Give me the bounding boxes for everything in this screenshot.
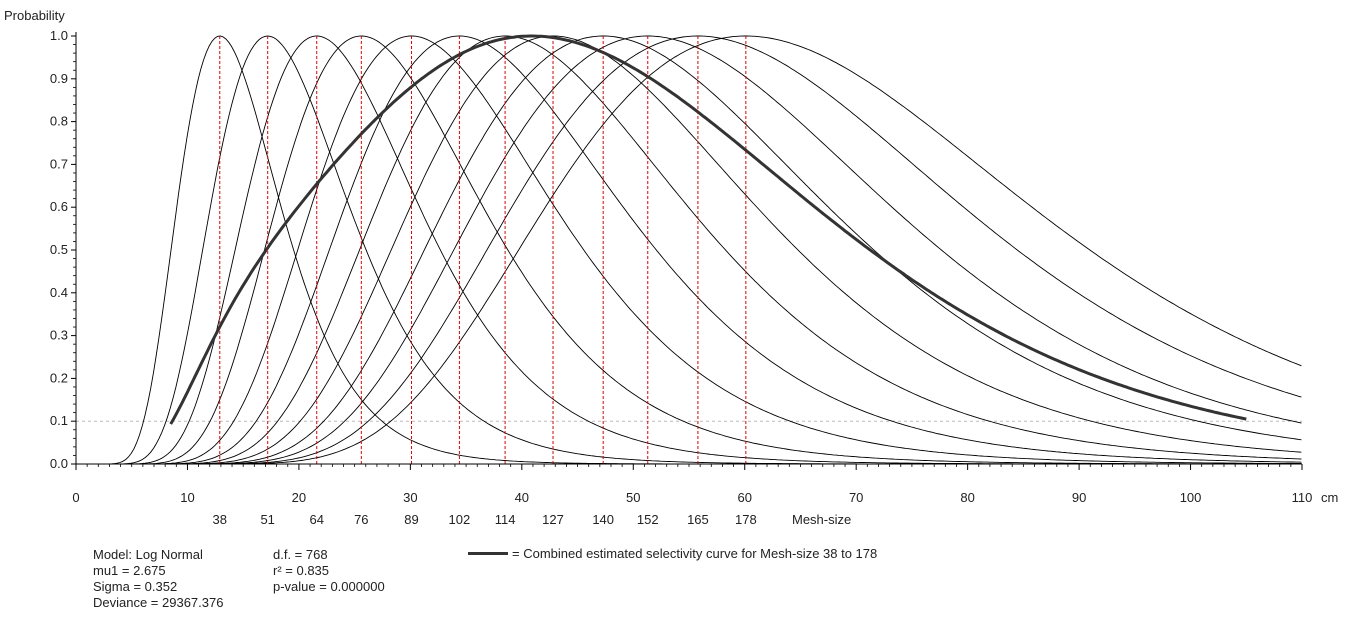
mesh-size-label: 64 bbox=[310, 512, 324, 527]
mode-lines-group bbox=[219, 36, 747, 464]
mesh-size-label: 76 bbox=[354, 512, 368, 527]
y-tick-label: 0.2 bbox=[50, 370, 68, 385]
mesh-curves-group bbox=[78, 35, 1302, 465]
mesh-size-label: 114 bbox=[495, 512, 516, 527]
y-tick-label: 0.0 bbox=[50, 456, 68, 471]
selectivity-curve-mesh-127 bbox=[78, 35, 1302, 465]
y-tick-label: 0.8 bbox=[50, 114, 68, 129]
selectivity-curve-mesh-76 bbox=[78, 35, 1302, 465]
x-tick-label: 50 bbox=[626, 490, 640, 505]
x-tick-label: 80 bbox=[960, 490, 974, 505]
selectivity-curve-mesh-89 bbox=[78, 35, 1302, 465]
mesh-size-label: 152 bbox=[637, 512, 659, 527]
mu1-value: mu1 = 2.675 bbox=[93, 563, 166, 578]
df-value: d.f. = 768 bbox=[273, 547, 328, 562]
x-axis-unit: cm bbox=[1321, 490, 1338, 505]
x-tick-label: 60 bbox=[737, 490, 751, 505]
mesh-size-label: 89 bbox=[404, 512, 418, 527]
y-tick-label: 0.9 bbox=[50, 71, 68, 86]
x-tick-label: 70 bbox=[849, 490, 863, 505]
x-tick-label: 40 bbox=[515, 490, 529, 505]
y-tick-label: 1.0 bbox=[50, 28, 68, 43]
mesh-size-axis-label: Mesh-size bbox=[792, 512, 851, 527]
mesh-size-label: 178 bbox=[735, 512, 757, 527]
x-tick-label: 30 bbox=[403, 490, 417, 505]
legend-text: = Combined estimated selectivity curve f… bbox=[512, 546, 878, 561]
selectivity-curve-mesh-114 bbox=[78, 35, 1302, 465]
deviance-value: Deviance = 29367.376 bbox=[93, 595, 224, 610]
sigma-value: Sigma = 0.352 bbox=[93, 579, 178, 594]
y-tick-label: 0.6 bbox=[50, 199, 68, 214]
y-tick-label: 0.3 bbox=[50, 328, 68, 343]
selectivity-curve-mesh-102 bbox=[78, 35, 1302, 465]
selectivity-curve-mesh-178 bbox=[78, 35, 1302, 465]
model-name: Model: Log Normal bbox=[93, 547, 203, 562]
mesh-size-label: 127 bbox=[542, 512, 564, 527]
selectivity-curve-mesh-165 bbox=[78, 35, 1302, 465]
y-tick-label: 0.7 bbox=[50, 156, 68, 171]
y-tick-label: 0.4 bbox=[50, 285, 68, 300]
mesh-size-label: 51 bbox=[260, 512, 274, 527]
x-tick-label: 100 bbox=[1180, 490, 1202, 505]
selectivity-curve-mesh-152 bbox=[78, 35, 1302, 465]
selectivity-curve-mesh-140 bbox=[78, 35, 1302, 465]
selectivity-curve-mesh-64 bbox=[78, 35, 1302, 465]
selectivity-curve-mesh-51 bbox=[78, 35, 1302, 465]
y-tick-label: 0.1 bbox=[50, 413, 68, 428]
legend-swatch bbox=[468, 552, 508, 555]
y-axis-label: Probability bbox=[4, 8, 65, 23]
mesh-size-label: 102 bbox=[449, 512, 471, 527]
pvalue-value: p-value = 0.000000 bbox=[273, 579, 385, 594]
x-tick-label: 10 bbox=[180, 490, 194, 505]
r2-value: r² = 0.835 bbox=[273, 563, 330, 578]
x-tick-label: 90 bbox=[1072, 490, 1086, 505]
y-tick-label: 0.5 bbox=[50, 242, 68, 257]
combined-curve-group bbox=[169, 34, 1247, 425]
axes-group: 38 51 64 76 89 102 114 127 140 152 165 178 0.0 0.1 0.2… bbox=[50, 28, 1312, 527]
legend: = Combined estimated selectivity curve f… bbox=[468, 546, 877, 561]
x-tick-label: 110 bbox=[1292, 490, 1313, 505]
combined-selectivity-curve bbox=[169, 34, 1247, 425]
mesh-size-label: 140 bbox=[592, 512, 614, 527]
selectivity-chart: Probability 38 51 64 76 89 102 114 127 140 152 165… bbox=[4, 8, 1338, 527]
selectivity-curve-mesh-38 bbox=[78, 35, 1302, 465]
x-tick-label: 0 bbox=[72, 490, 79, 505]
x-tick-label: 20 bbox=[292, 490, 306, 505]
mesh-size-label: 38 bbox=[213, 512, 227, 527]
mesh-size-label: 165 bbox=[687, 512, 709, 527]
